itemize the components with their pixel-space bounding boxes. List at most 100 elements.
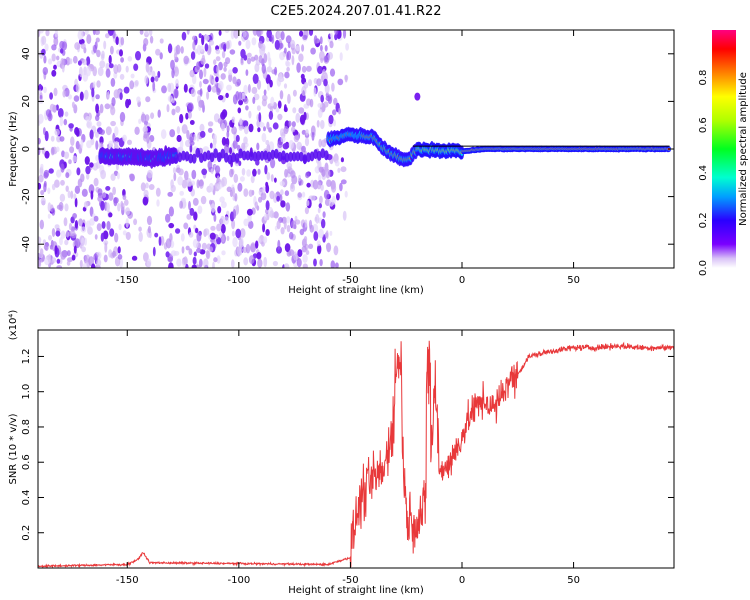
- spectrogram-noise-blob: [270, 96, 275, 107]
- spectrogram-noise-blob: [181, 179, 188, 189]
- spectrogram-noise-blob: [188, 200, 191, 211]
- spectrogram-noise-blob: [89, 162, 94, 168]
- spectrogram-noise-blob: [304, 137, 310, 147]
- spectrogram-noise-blob: [105, 33, 110, 39]
- spectrogram-noise-blob: [61, 64, 65, 73]
- spectrogram-noise-blob: [146, 258, 152, 268]
- spectrogram-noise-blob: [226, 130, 230, 138]
- spectrogram-noise-blob: [64, 239, 69, 246]
- spectrogram-noise-blob: [258, 196, 263, 203]
- spectrogram-noise-blob: [93, 215, 99, 222]
- spectrogram-noise-blob: [248, 110, 252, 119]
- spectrogram-noise-blob: [279, 128, 285, 138]
- spectrogram-noise-blob: [186, 30, 190, 35]
- spectrogram-noise-blob: [123, 86, 130, 94]
- spectrogram-noise-blob: [285, 35, 292, 44]
- spectrogram-noise-blob: [247, 84, 251, 93]
- spectrogram-noise-blob: [286, 224, 291, 233]
- spectrogram-noise-blob: [243, 84, 248, 95]
- spectrogram-noise-blob: [100, 169, 106, 180]
- spectrogram-noise-blob: [104, 103, 111, 110]
- spectrogram-noise-blob: [60, 179, 65, 186]
- spectrogram-noise-blob: [245, 69, 249, 76]
- colorbar-tick-label: 0.4: [698, 165, 709, 181]
- spectrogram-noise-blob: [145, 182, 149, 189]
- x-tick-label: 0: [459, 275, 465, 286]
- spectrogram-noise-blob: [159, 52, 163, 60]
- signal-weak: [323, 150, 329, 161]
- spectrogram-noise-blob: [99, 129, 105, 136]
- spectrogram-noise-blob: [94, 30, 100, 35]
- spectrogram-noise-blob: [39, 166, 44, 177]
- snr-y-multiplier: (x10⁴): [8, 310, 19, 341]
- spectrogram-noise-blob: [268, 110, 274, 120]
- spectrogram-noise-blob: [178, 168, 184, 176]
- signal-weak: [263, 150, 269, 161]
- spectrogram-noise-blob: [99, 60, 106, 69]
- spectrogram-noise-blob: [283, 263, 290, 268]
- spectrogram-noise-blob: [232, 67, 238, 74]
- spectrogram-noise-blob: [41, 35, 47, 46]
- spectrogram-noise-blob: [56, 135, 61, 143]
- spectrogram-noise-blob: [288, 249, 295, 256]
- spectrogram-noise-blob: [43, 86, 47, 94]
- spectrogram-noise-blob: [125, 65, 129, 73]
- colorbar-tick-label: 0.6: [698, 117, 709, 133]
- y-tick-label: 20: [21, 95, 32, 108]
- spectrogram-noise-blob: [293, 251, 298, 261]
- spectrogram-noise-blob: [288, 231, 294, 240]
- spectrogram-noise-blob: [263, 126, 266, 132]
- spectrogram-noise-blob: [319, 50, 325, 61]
- spectrogram-noise-blob: [90, 190, 94, 200]
- spectrogram-noise-blob: [74, 197, 78, 208]
- signal-weak: [284, 152, 290, 163]
- spectrogram-noise-blob: [274, 39, 280, 50]
- spectrogram-noise-blob: [297, 249, 303, 258]
- signal-weak: [209, 152, 215, 163]
- spectrogram-noise-blob: [51, 207, 56, 216]
- spectrogram-noise-blob: [344, 190, 348, 198]
- spectrogram-noise-blob: [305, 250, 310, 255]
- spectrogram-noise-blob: [207, 127, 213, 133]
- spectrogram-noise-blob: [238, 125, 243, 131]
- spectrogram-noise-blob: [231, 126, 238, 135]
- spectrogram-noise-blob: [124, 199, 129, 206]
- spectrogram-noise-blob: [170, 250, 177, 257]
- snr-x-label: Height of straight line (km): [288, 585, 424, 596]
- spectrogram-noise-blob: [226, 186, 232, 193]
- spectrogram-noise-blob: [138, 231, 143, 242]
- spectrogram-noise-blob: [331, 183, 337, 193]
- spectrogram-noise-blob: [257, 237, 261, 244]
- spectrogram-noise-blob: [188, 231, 194, 238]
- spectrogram-noise-blob: [322, 211, 326, 219]
- spectrogram-noise-blob: [229, 49, 236, 55]
- signal-weak: [291, 151, 297, 162]
- spectrogram-noise-blob: [117, 253, 123, 260]
- spectrogram-noise-blob: [134, 126, 140, 135]
- signal-weak: [270, 149, 276, 160]
- spectrogram-noise-blob: [167, 95, 173, 103]
- spectrogram-noise-blob: [301, 65, 307, 73]
- spectrogram-noise-blob: [175, 105, 181, 113]
- spectrogram-noise-blob: [283, 219, 287, 230]
- spectrogram-noise-blob: [247, 52, 252, 58]
- spectrogram-noise-blob: [217, 118, 223, 124]
- spectrogram-noise-blob: [199, 123, 205, 132]
- spectrogram-noise-blob: [203, 228, 210, 236]
- spectrogram-noise-blob: [91, 87, 95, 98]
- spectrogram-noise-blob: [246, 57, 252, 65]
- x-tick-label: -100: [227, 575, 250, 586]
- signal-weak: [306, 152, 311, 163]
- spectrogram-noise-blob: [251, 86, 258, 95]
- spectrogram-noise-blob: [302, 34, 308, 41]
- spectrogram-noise-blob: [242, 31, 247, 38]
- spectrogram-noise-blob: [74, 238, 81, 249]
- spectrogram-noise-blob: [302, 263, 308, 268]
- spectrogram-noise-blob: [169, 129, 176, 138]
- spectrogram-noise-blob: [316, 120, 320, 128]
- spectrogram-noise-blob: [95, 37, 100, 43]
- signal-weak: [256, 150, 261, 161]
- spectrogram-noise-blob: [256, 142, 260, 151]
- spectrogram-noise-blob: [146, 215, 153, 226]
- spectrogram-noise-blob: [293, 134, 300, 143]
